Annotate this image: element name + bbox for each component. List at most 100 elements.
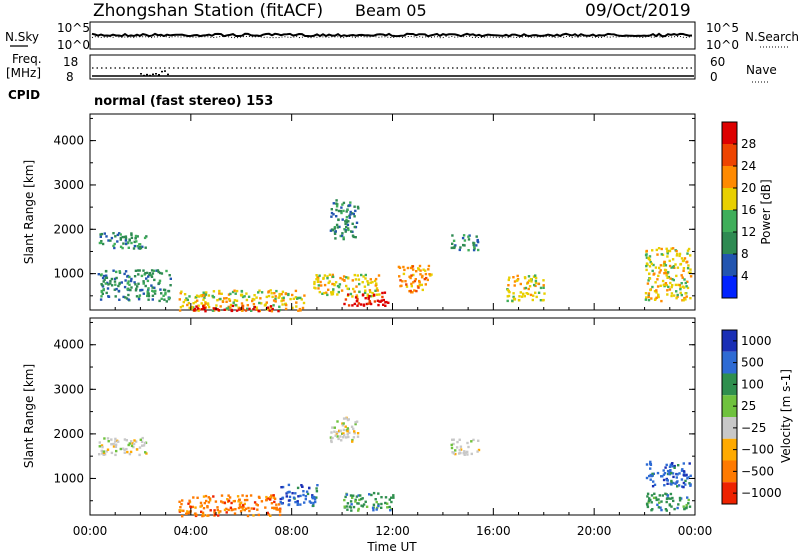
echo-cell bbox=[238, 503, 242, 506]
echo-cell bbox=[375, 282, 378, 285]
echo-cell bbox=[265, 498, 268, 502]
echo-cell bbox=[418, 284, 421, 287]
echo-cell bbox=[260, 500, 264, 503]
echo-cell bbox=[280, 299, 283, 303]
echo-cell bbox=[646, 495, 649, 498]
echo-cell bbox=[357, 509, 360, 512]
echo-cell bbox=[678, 254, 681, 258]
echo-cell bbox=[196, 299, 199, 302]
echo-cell bbox=[659, 284, 662, 287]
echo-cell bbox=[353, 432, 356, 435]
echo-cell bbox=[420, 276, 424, 279]
echo-cell bbox=[376, 289, 379, 292]
echo-cell bbox=[477, 448, 481, 452]
echo-cell bbox=[507, 284, 510, 287]
echo-cell bbox=[260, 291, 264, 294]
echo-cell bbox=[645, 476, 649, 480]
echo-cell bbox=[663, 272, 666, 275]
echo-cell bbox=[422, 268, 425, 271]
echo-cell bbox=[147, 294, 151, 298]
echo-cell bbox=[402, 265, 405, 269]
echo-cell bbox=[100, 232, 104, 236]
echo-cell bbox=[345, 210, 348, 213]
echo-cell bbox=[670, 472, 673, 475]
echo-cell bbox=[313, 282, 316, 286]
echo-cell bbox=[206, 302, 210, 305]
echo-cell bbox=[464, 451, 467, 454]
echo-cell bbox=[323, 283, 327, 287]
echo-cell bbox=[275, 508, 278, 511]
echo-cell bbox=[673, 466, 676, 469]
echo-cell bbox=[372, 509, 375, 512]
echo-cell bbox=[160, 272, 164, 275]
echo-cell bbox=[240, 290, 244, 293]
echo-cell bbox=[299, 296, 302, 300]
echo-cell bbox=[128, 283, 131, 286]
echo-cell bbox=[331, 273, 334, 277]
echo-cell bbox=[318, 290, 321, 294]
echo-cell bbox=[347, 435, 350, 439]
echo-cell bbox=[134, 289, 138, 292]
echo-cell bbox=[333, 426, 336, 429]
echo-cell bbox=[201, 514, 204, 518]
echo-cell bbox=[354, 236, 357, 239]
echo-cell bbox=[259, 297, 262, 300]
echo-cell bbox=[345, 215, 349, 219]
echo-cell bbox=[534, 274, 537, 277]
echo-cell bbox=[142, 292, 145, 295]
echo-cell bbox=[345, 493, 349, 496]
echo-cell bbox=[203, 306, 206, 310]
echo-cell bbox=[115, 270, 118, 274]
echo-cell bbox=[314, 500, 317, 504]
echo-cell bbox=[667, 497, 670, 500]
echo-cell bbox=[110, 284, 114, 287]
echo-cell bbox=[684, 483, 687, 486]
colorbar-tick-label: 500 bbox=[741, 356, 764, 370]
y-tick-label: 3000 bbox=[53, 178, 84, 192]
station-title: Zhongshan Station (fitACF) bbox=[93, 1, 323, 21]
echo-cell bbox=[313, 286, 316, 289]
echo-cell bbox=[288, 490, 291, 494]
echo-cell bbox=[106, 448, 110, 451]
echo-cell bbox=[114, 235, 117, 238]
echo-cell bbox=[687, 247, 691, 251]
echo-cell bbox=[243, 295, 246, 298]
echo-cell bbox=[685, 261, 688, 264]
echo-cell bbox=[330, 439, 333, 442]
echo-cell bbox=[119, 236, 122, 240]
echo-cell bbox=[287, 293, 290, 297]
echo-cell bbox=[145, 277, 148, 280]
echo-cell bbox=[680, 257, 684, 260]
echo-cell bbox=[366, 295, 369, 298]
echo-cell bbox=[220, 292, 223, 295]
echo-cell bbox=[202, 291, 205, 294]
echo-cell bbox=[336, 226, 340, 229]
echo-cell bbox=[146, 294, 149, 298]
echo-cell bbox=[180, 509, 183, 512]
echo-cell bbox=[344, 230, 347, 233]
echo-cell bbox=[339, 209, 343, 213]
echo-cell bbox=[113, 277, 117, 281]
echo-cell bbox=[669, 497, 672, 500]
echo-cell bbox=[151, 298, 154, 301]
echo-cell bbox=[645, 264, 648, 268]
echo-cell bbox=[124, 270, 128, 273]
echo-cell bbox=[207, 303, 210, 306]
echo-cell bbox=[187, 301, 191, 305]
echo-cell bbox=[674, 283, 678, 287]
echo-cell bbox=[508, 290, 511, 294]
echo-cell bbox=[346, 418, 350, 422]
echo-cell bbox=[671, 472, 675, 475]
echo-cell bbox=[257, 291, 260, 294]
echo-cell bbox=[317, 278, 320, 281]
echo-cell bbox=[379, 300, 382, 303]
echo-cell bbox=[251, 297, 254, 301]
echo-cell bbox=[646, 505, 650, 509]
echo-cell bbox=[100, 289, 103, 293]
echo-cell bbox=[114, 440, 117, 443]
echo-cell bbox=[336, 284, 340, 288]
echo-cell bbox=[417, 286, 420, 289]
echo-cell bbox=[658, 494, 661, 497]
echo-cell bbox=[118, 298, 121, 301]
echo-cell bbox=[512, 295, 515, 299]
